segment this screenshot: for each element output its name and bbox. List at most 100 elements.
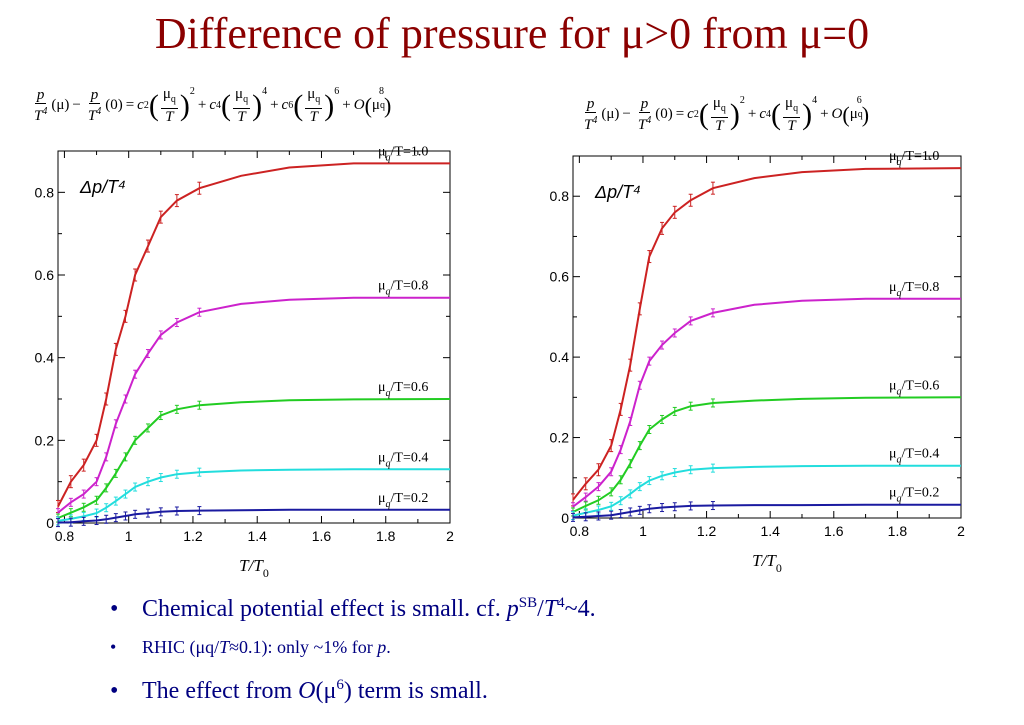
bullet-end: . <box>386 637 391 657</box>
plot-frame <box>572 155 962 519</box>
x-tick-label: 1 <box>639 523 647 539</box>
series-label-rest: /T=0.8 <box>391 279 429 294</box>
series-label-mu: μ <box>889 280 897 295</box>
term-pow: 4 <box>812 95 818 106</box>
frac-den: T <box>237 109 246 125</box>
plot-frame <box>57 150 451 524</box>
bullet-post: ≈0.1): only ~1% for <box>229 637 378 657</box>
coef-c4: c <box>209 97 217 113</box>
mu-sub: q <box>857 109 863 120</box>
series-label-mu: μ <box>889 447 897 462</box>
mu-sub: q <box>379 100 385 111</box>
o-pow: 8 <box>378 86 384 97</box>
coef-sub: 2 <box>693 109 699 120</box>
o-pow: 6 <box>856 95 862 106</box>
bullet-p: p <box>377 637 387 657</box>
den-t: T <box>34 108 43 124</box>
frac-num: μq <box>305 86 323 109</box>
bullet-chemical-potential: • Chemical potential effect is small. cf… <box>110 583 990 629</box>
frac-p-over-t4: p T4 <box>582 96 599 133</box>
coef-c2: c <box>687 106 694 122</box>
series-line <box>572 503 961 519</box>
x-tick-label: 1.6 <box>824 523 844 539</box>
plus-sign: + <box>747 106 757 122</box>
paren-open: ( <box>842 101 850 127</box>
frac-den: T <box>309 109 318 125</box>
series-line <box>572 464 961 517</box>
series-label-sub: q <box>897 455 902 466</box>
series-label-sub: q <box>897 157 902 168</box>
series-label-mu: μ <box>378 491 386 506</box>
series-line <box>57 162 450 507</box>
series-label-mu: μ <box>378 279 386 294</box>
paren-close: ) <box>802 97 813 131</box>
y-tick-label: 0.4 <box>35 350 55 366</box>
bullet-t: T <box>219 637 230 657</box>
series-label: μq/T=0.6 <box>889 378 939 397</box>
coef-c6: c <box>281 97 289 113</box>
y-tick-label: 0.8 <box>550 188 570 204</box>
coef-c4: c <box>759 106 767 122</box>
series-label-rest: /T=0.4 <box>391 450 429 465</box>
paren-close: ) <box>252 88 263 122</box>
paren-open: ( <box>221 88 232 122</box>
term-pow: 2 <box>189 86 195 97</box>
x-axis-label: T/T0 <box>239 556 269 580</box>
paren-close: ) <box>729 97 740 131</box>
x-axis-label-main: T/T <box>239 556 264 575</box>
y-tick-label: 0.8 <box>35 184 55 200</box>
zero-arg: (0) <box>655 106 673 122</box>
bullet-dot: • <box>110 596 119 622</box>
x-tick-label: 1.4 <box>247 528 267 544</box>
frac-p-over-t4: p T4 <box>32 87 49 124</box>
mu-sub: q <box>720 103 726 114</box>
frac-mu-over-t: μq T <box>305 86 323 125</box>
frac-den: T <box>165 109 174 125</box>
mu-symbol: μ <box>371 97 380 113</box>
bullet-pre: The effect from <box>142 678 299 704</box>
plus-sign: + <box>820 106 829 122</box>
series-label: μq/T=0.2 <box>378 491 428 510</box>
x-tick-label: 1.8 <box>888 523 908 539</box>
minus-sign: − <box>72 97 81 113</box>
y-tick-label: 0.4 <box>550 349 570 365</box>
paren-close: ) <box>324 88 335 122</box>
series-label: μq/T=1.0 <box>378 145 428 163</box>
mu-symbol: μ <box>162 86 171 102</box>
frac-den: T4 <box>32 104 49 124</box>
x-axis-label-sub: 0 <box>263 566 269 580</box>
x-tick-label: 2 <box>446 528 454 544</box>
series-label: μq/T=0.6 <box>378 380 428 399</box>
big-o: O <box>831 106 843 122</box>
series-label-rest: /T=0.6 <box>391 380 429 395</box>
paren-open: ( <box>698 97 709 131</box>
frac-p-over-t4-b: p T4 <box>86 87 103 124</box>
series-line <box>572 297 961 508</box>
plot-label: Δp/T⁴ <box>79 177 126 197</box>
x-tick-label: 1.2 <box>183 528 203 544</box>
bullet-p: p <box>506 596 519 622</box>
bullet-slash: / <box>537 596 544 622</box>
mu-symbol: μ <box>307 86 316 102</box>
term-pow: 2 <box>739 95 745 106</box>
bullet-four: 4 <box>557 595 565 611</box>
bullet-post: ~4. <box>564 596 596 622</box>
bullet-o: O <box>298 678 316 704</box>
frac-num: p <box>88 87 101 104</box>
frac-num: μq <box>783 95 801 118</box>
den-pow: 4 <box>96 106 102 117</box>
bullet-text: RHIC (μq/T≈0.1): only ~1% for p. <box>142 629 391 665</box>
plus-sign: + <box>197 97 207 113</box>
plus-sign: + <box>270 97 279 113</box>
coef-sub: 6 <box>288 100 294 111</box>
coef-c2: c <box>137 97 144 113</box>
frac-den: T4 <box>86 104 103 124</box>
frac-num: p <box>34 87 47 104</box>
series-label-sub: q <box>386 152 391 163</box>
x-tick-label: 1.8 <box>376 528 396 544</box>
bullet-text: The effect from O(μ6) term is small. <box>142 665 488 711</box>
x-tick-label: 0.8 <box>570 523 590 539</box>
series-label-mu: μ <box>889 486 897 501</box>
minus-sign: − <box>622 106 631 122</box>
